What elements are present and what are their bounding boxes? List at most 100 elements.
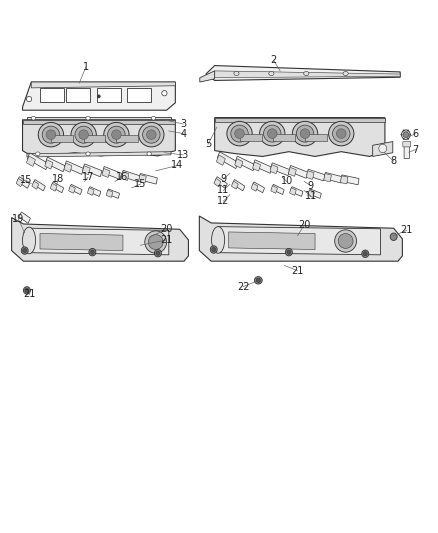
FancyBboxPatch shape: [106, 190, 113, 197]
FancyBboxPatch shape: [309, 189, 321, 198]
Polygon shape: [218, 227, 381, 255]
Ellipse shape: [264, 125, 281, 142]
Ellipse shape: [147, 130, 156, 140]
Ellipse shape: [328, 122, 354, 146]
FancyBboxPatch shape: [306, 171, 314, 179]
Ellipse shape: [268, 129, 277, 139]
Ellipse shape: [403, 138, 404, 140]
Text: 19: 19: [12, 214, 24, 224]
Polygon shape: [22, 120, 175, 156]
FancyBboxPatch shape: [51, 182, 64, 192]
Text: 21: 21: [401, 225, 413, 236]
FancyBboxPatch shape: [88, 188, 94, 195]
FancyBboxPatch shape: [33, 180, 45, 191]
Text: 14: 14: [171, 160, 184, 171]
FancyBboxPatch shape: [253, 162, 261, 171]
FancyBboxPatch shape: [18, 177, 29, 188]
FancyBboxPatch shape: [233, 180, 245, 191]
Ellipse shape: [89, 248, 96, 256]
FancyBboxPatch shape: [16, 179, 23, 187]
Ellipse shape: [256, 278, 261, 282]
FancyBboxPatch shape: [216, 155, 225, 165]
Ellipse shape: [231, 125, 248, 142]
Text: 20: 20: [298, 220, 311, 230]
Ellipse shape: [407, 138, 409, 140]
Ellipse shape: [147, 152, 151, 156]
Text: 17: 17: [82, 172, 94, 182]
FancyBboxPatch shape: [404, 143, 410, 159]
Polygon shape: [305, 134, 327, 141]
Text: 2: 2: [270, 55, 277, 65]
Ellipse shape: [90, 250, 94, 254]
Ellipse shape: [104, 123, 129, 147]
Ellipse shape: [407, 130, 409, 131]
Ellipse shape: [254, 277, 262, 284]
Polygon shape: [215, 118, 385, 157]
Ellipse shape: [234, 71, 239, 76]
FancyBboxPatch shape: [139, 174, 157, 184]
Ellipse shape: [21, 247, 28, 254]
Ellipse shape: [86, 152, 90, 156]
Ellipse shape: [98, 95, 100, 98]
Text: 9: 9: [220, 174, 226, 184]
Ellipse shape: [212, 227, 225, 253]
Text: 12: 12: [217, 196, 230, 206]
Ellipse shape: [31, 116, 35, 120]
Ellipse shape: [304, 71, 309, 76]
Ellipse shape: [269, 71, 274, 76]
Ellipse shape: [46, 130, 56, 140]
Text: 21: 21: [160, 235, 173, 245]
Text: 3: 3: [180, 119, 186, 129]
Text: 7: 7: [412, 144, 419, 155]
Polygon shape: [27, 152, 171, 157]
Text: 16: 16: [116, 172, 128, 182]
FancyBboxPatch shape: [272, 184, 284, 195]
Ellipse shape: [42, 126, 60, 143]
Polygon shape: [22, 120, 175, 124]
Text: 11: 11: [217, 185, 230, 196]
FancyBboxPatch shape: [64, 163, 72, 172]
Ellipse shape: [332, 125, 350, 142]
Ellipse shape: [154, 249, 161, 257]
Ellipse shape: [112, 130, 121, 140]
Polygon shape: [273, 134, 294, 141]
FancyBboxPatch shape: [65, 161, 84, 174]
Ellipse shape: [410, 134, 411, 135]
Ellipse shape: [210, 246, 217, 253]
Ellipse shape: [162, 91, 167, 96]
Ellipse shape: [296, 125, 314, 142]
Polygon shape: [127, 88, 151, 102]
Ellipse shape: [75, 126, 92, 143]
Text: 1: 1: [83, 62, 89, 72]
Polygon shape: [200, 71, 215, 82]
Polygon shape: [31, 82, 175, 88]
FancyBboxPatch shape: [253, 160, 272, 173]
Ellipse shape: [38, 123, 64, 147]
Polygon shape: [27, 117, 171, 120]
Polygon shape: [40, 88, 64, 102]
Polygon shape: [29, 228, 169, 255]
Ellipse shape: [403, 130, 404, 131]
Text: 15: 15: [20, 175, 32, 185]
FancyBboxPatch shape: [231, 181, 238, 189]
Ellipse shape: [286, 248, 292, 256]
Text: 11: 11: [304, 191, 317, 201]
Polygon shape: [12, 217, 188, 261]
FancyBboxPatch shape: [107, 189, 120, 198]
Polygon shape: [117, 135, 138, 142]
FancyBboxPatch shape: [270, 165, 278, 174]
Ellipse shape: [287, 250, 291, 254]
FancyBboxPatch shape: [46, 157, 65, 172]
FancyBboxPatch shape: [271, 163, 290, 175]
FancyBboxPatch shape: [289, 167, 296, 176]
Text: 21: 21: [23, 289, 35, 299]
Ellipse shape: [292, 122, 318, 146]
Ellipse shape: [227, 122, 252, 146]
Polygon shape: [199, 216, 403, 261]
Ellipse shape: [148, 235, 163, 249]
FancyBboxPatch shape: [307, 169, 325, 181]
FancyBboxPatch shape: [271, 185, 277, 193]
Text: 15: 15: [134, 179, 147, 189]
Ellipse shape: [145, 231, 166, 253]
FancyBboxPatch shape: [50, 183, 57, 191]
